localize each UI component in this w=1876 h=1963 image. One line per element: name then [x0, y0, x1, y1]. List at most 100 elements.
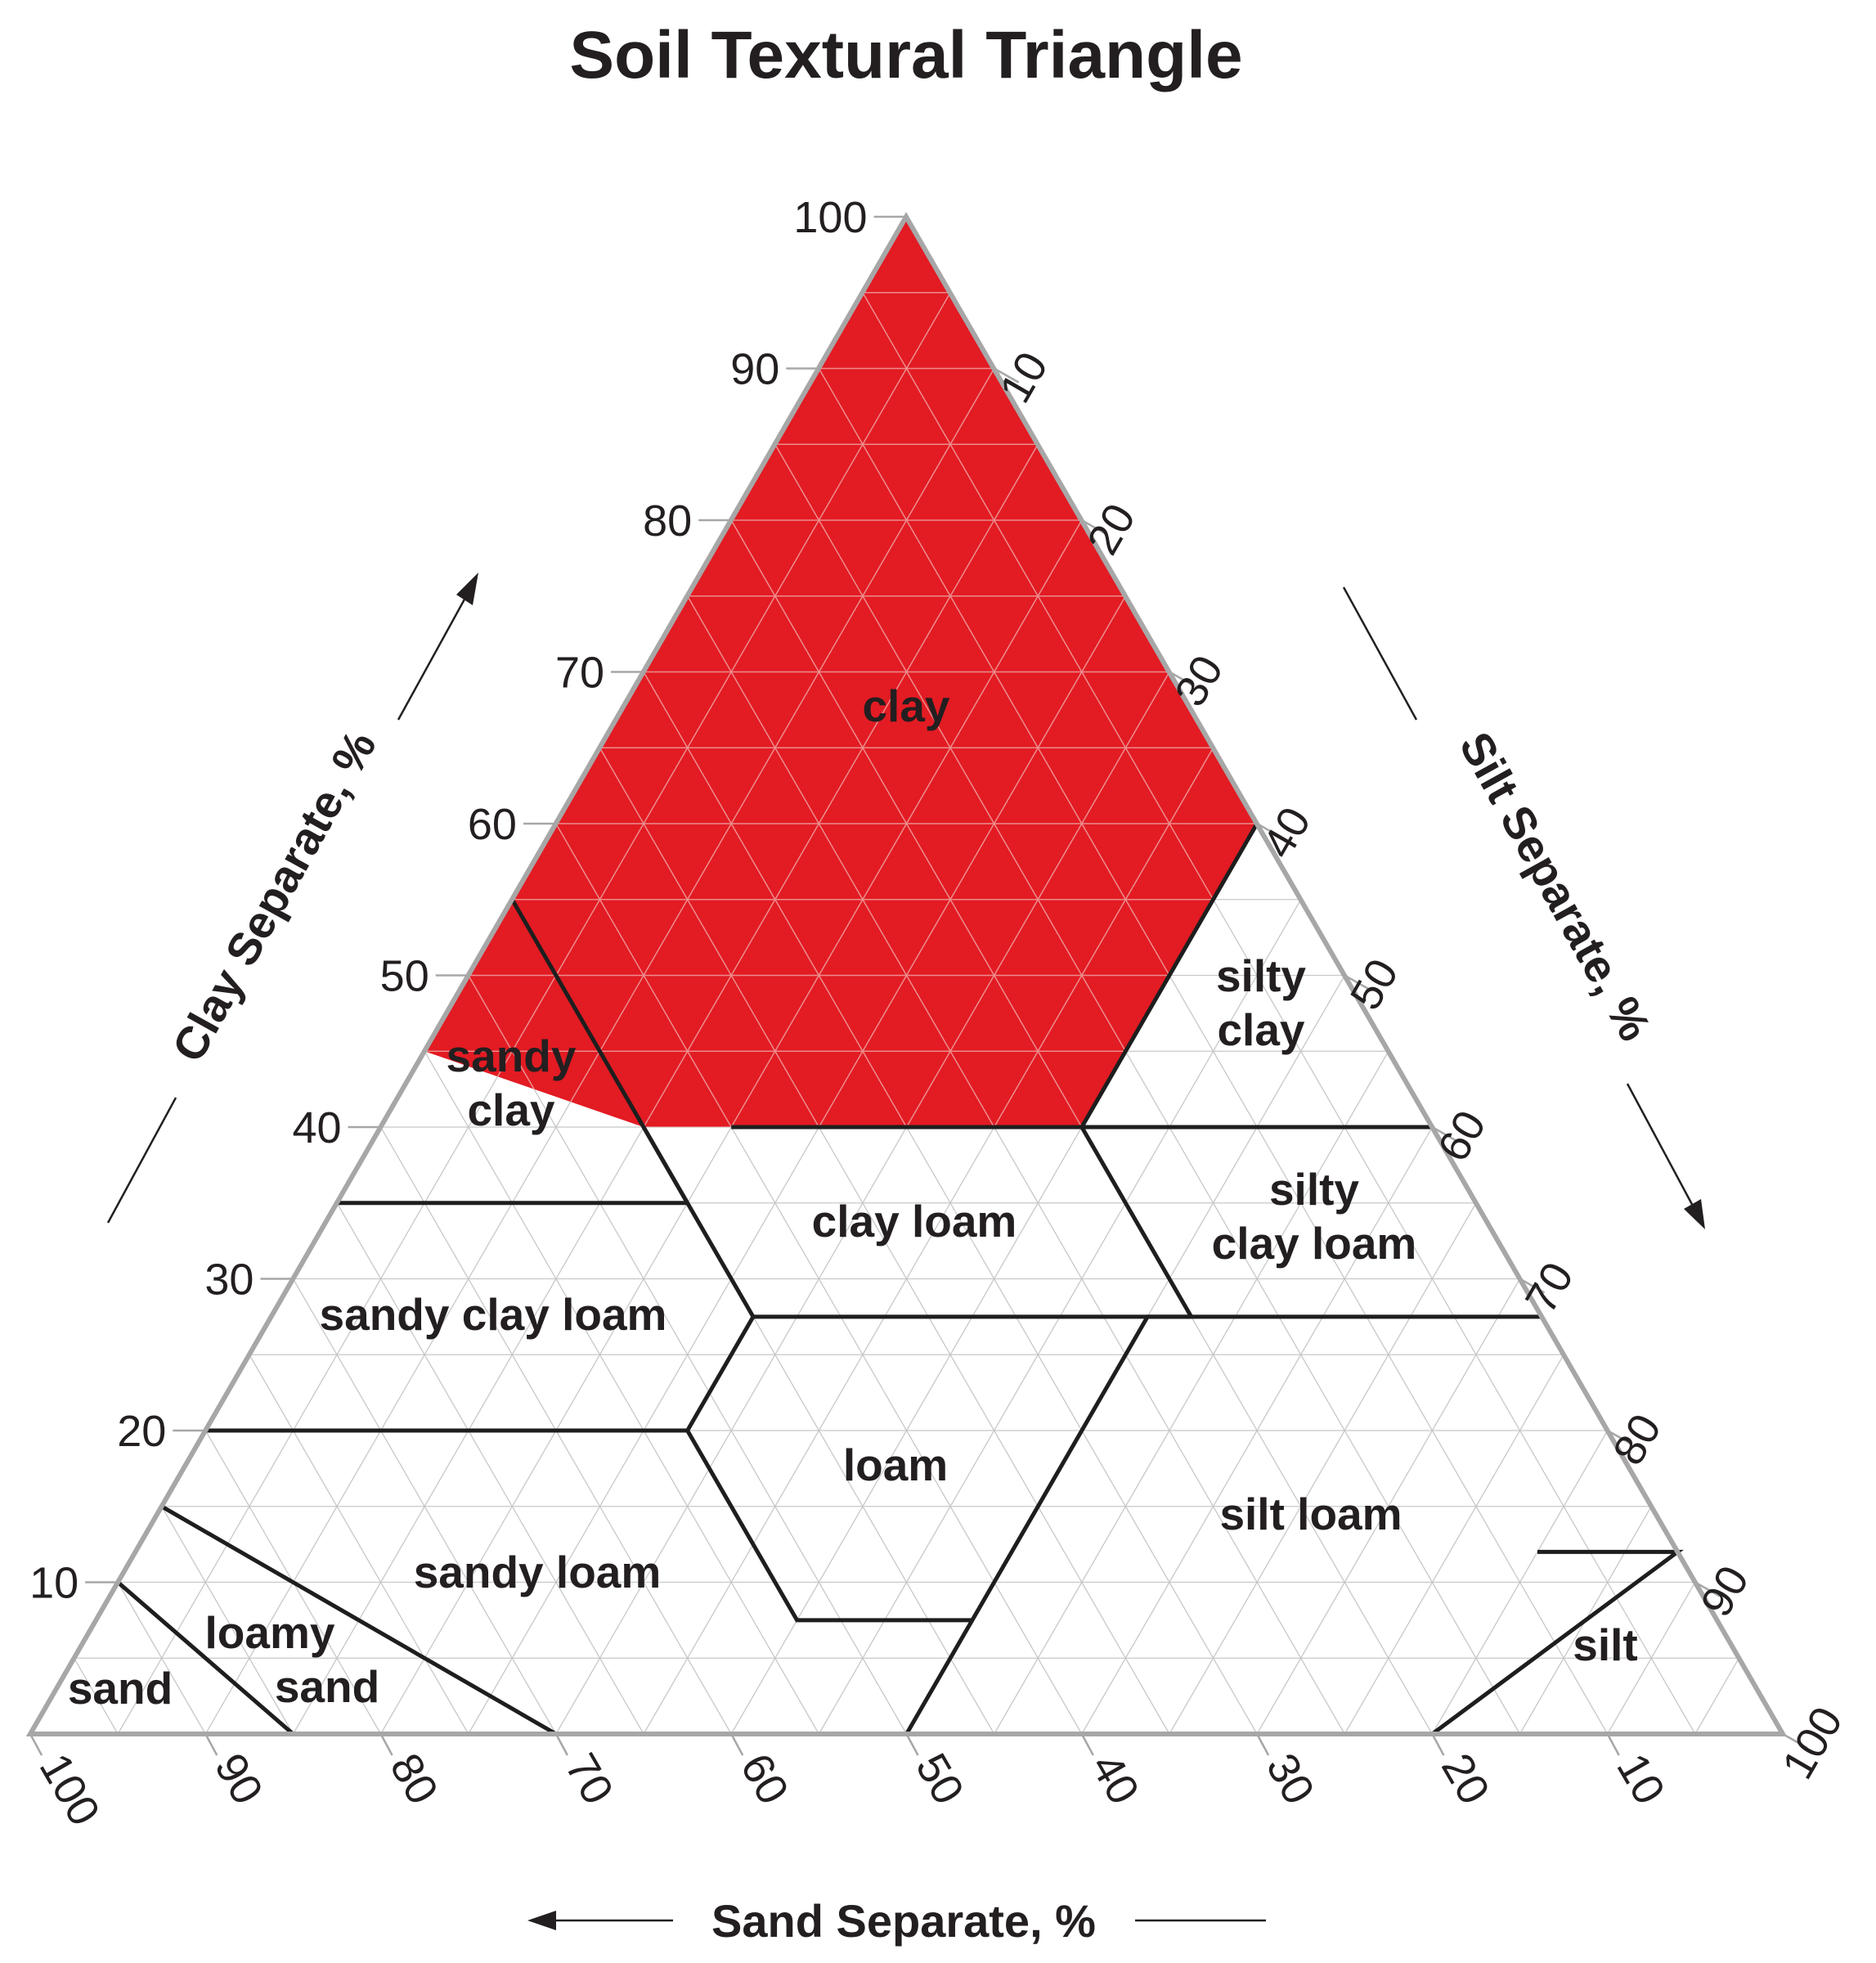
silt-tick-mark — [994, 367, 1020, 384]
silt-gridline — [468, 595, 1126, 1127]
silt-axis-title: Silt Separate, % — [1342, 586, 1705, 1229]
clay-tick-label: 80 — [643, 496, 692, 546]
region-label-sandy-clay-loam: sandy clay loam — [320, 1289, 667, 1340]
loamy-sand-boundary — [160, 1504, 558, 1736]
region-label-line: sandy loam — [414, 1547, 662, 1597]
region-label-line: clay — [467, 1085, 554, 1135]
region-label-silt-loam: silt loam — [1219, 1489, 1402, 1539]
sand-gridline — [117, 1582, 206, 1735]
sand-tick-label: 30 — [1257, 1745, 1324, 1813]
silt-boundary — [1430, 1549, 1684, 1736]
sandy-clay-clay-loam-boundary — [641, 1125, 756, 1432]
silt-tick-mark — [1782, 1732, 1808, 1750]
sand-gridline — [643, 672, 1258, 1127]
region-label-sandy-loam: sandy loam — [414, 1547, 662, 1597]
sand-gridline — [730, 519, 1258, 1127]
clay-axis-rule — [106, 1097, 177, 1224]
silt-tick-label: 80 — [1604, 1406, 1671, 1473]
sand-tick-mark — [379, 1733, 393, 1756]
sand-gridline — [292, 1278, 557, 1735]
region-label-line: silty — [1269, 1164, 1359, 1215]
silt-loam-left-boundary — [904, 1314, 1192, 1736]
clay-tick-label: 60 — [468, 800, 517, 849]
silt-gridline — [1607, 1582, 1696, 1735]
silt-tick-mark — [1344, 974, 1370, 990]
silt-gridline — [1694, 1657, 1739, 1735]
silt-tick-mark — [1519, 1278, 1546, 1294]
sand-tick-label: 70 — [556, 1745, 623, 1813]
silt-gridline — [555, 672, 1170, 1127]
silt-tick-mark — [1694, 1581, 1721, 1597]
silt-gridline — [1344, 1354, 1564, 1735]
sand-tick-label: 90 — [205, 1745, 272, 1813]
region-label-clay: clay — [862, 681, 949, 731]
sand-tick-mark — [1255, 1733, 1270, 1756]
silt-gridline — [1169, 1202, 1477, 1735]
silt-axis-rule — [1342, 586, 1418, 721]
clay-axis-arrowhead — [456, 573, 478, 605]
clay-axis-arrow-line — [397, 588, 472, 721]
silt-tick-label: 50 — [1341, 950, 1408, 1017]
sand-gridline — [862, 292, 1258, 1127]
silt-gridline — [1256, 1278, 1521, 1735]
region-label-loam: loam — [843, 1440, 948, 1490]
sand-tick-mark — [1606, 1733, 1620, 1756]
silt-axis-label: Silt Separate, % — [1450, 724, 1662, 1049]
diagram-title: Soil Textural Triangle — [569, 18, 1242, 92]
sand-tick-label: 60 — [731, 1745, 798, 1813]
silt-tick-label: 90 — [1691, 1557, 1758, 1624]
sand-tick-label: 20 — [1432, 1745, 1499, 1813]
region-label-line: sandy — [447, 1031, 577, 1081]
sand-boundary — [116, 1580, 295, 1736]
region-label-line: clay loam — [1212, 1218, 1417, 1269]
sand-tick-mark — [905, 1733, 919, 1756]
sand-tick-label: 40 — [1081, 1745, 1148, 1813]
region-label-line: sand — [68, 1663, 173, 1714]
sand-gridline — [687, 595, 1258, 1127]
region-label-line: silt — [1573, 1619, 1637, 1670]
sand-tick-label: 100 — [30, 1745, 110, 1834]
clay-tick-label: 100 — [793, 193, 867, 242]
region-label-line: sand — [275, 1661, 379, 1712]
clay-tick-label: 70 — [555, 649, 604, 698]
silt-tick-label: 40 — [1254, 799, 1321, 866]
sand-gridline — [424, 1050, 819, 1735]
silt-tick-mark — [1169, 671, 1195, 687]
sand-axis-label: Sand Separate, % — [711, 1895, 1096, 1947]
silt-gridline — [1081, 1126, 1433, 1735]
region-label-loamy-sand: loamy sand — [205, 1607, 380, 1712]
silt-tick-mark — [1607, 1429, 1633, 1446]
sand-tick-mark — [204, 1733, 218, 1756]
region-label-line: loamy — [205, 1607, 335, 1658]
silt-gridline — [424, 443, 1039, 1127]
sand-gridline — [468, 975, 908, 1735]
silt-gridline — [424, 519, 1083, 1127]
silt-gridline — [643, 747, 1214, 1127]
silt-gridline — [994, 1050, 1389, 1735]
sand-tick-label: 80 — [380, 1745, 447, 1813]
silt-tick-label: 100 — [1773, 1699, 1852, 1787]
region-label-silt: silt — [1573, 1619, 1637, 1670]
sand-axis-arrowhead — [527, 1911, 556, 1930]
sand-tick-mark — [554, 1733, 569, 1756]
region-label-line: silt loam — [1219, 1489, 1402, 1539]
region-label-line: silty — [1216, 950, 1306, 1001]
region-label-sandy-clay: sandy clay — [447, 1031, 577, 1135]
sand-tick-label: 50 — [906, 1745, 973, 1813]
region-label-line: loam — [843, 1440, 948, 1490]
region-label-sand: sand — [68, 1663, 173, 1714]
silt-tick-label: 60 — [1429, 1103, 1496, 1170]
silt-tick-label: 70 — [1516, 1254, 1583, 1321]
region-label-clay-loam: clay loam — [812, 1196, 1017, 1247]
silt-tick-mark — [1256, 822, 1282, 839]
sand-gridline — [74, 1657, 119, 1735]
sand-tick-mark — [730, 1733, 744, 1756]
silt-axis-arrowhead — [1684, 1199, 1705, 1229]
sand-tick-label: 10 — [1607, 1745, 1674, 1813]
region-label-line: clay — [1217, 1004, 1304, 1055]
clay-tick-label: 90 — [730, 345, 779, 394]
region-label-line: sandy clay loam — [320, 1289, 667, 1340]
sand-gridline — [336, 1202, 644, 1735]
clay-tick-label: 30 — [204, 1256, 254, 1305]
